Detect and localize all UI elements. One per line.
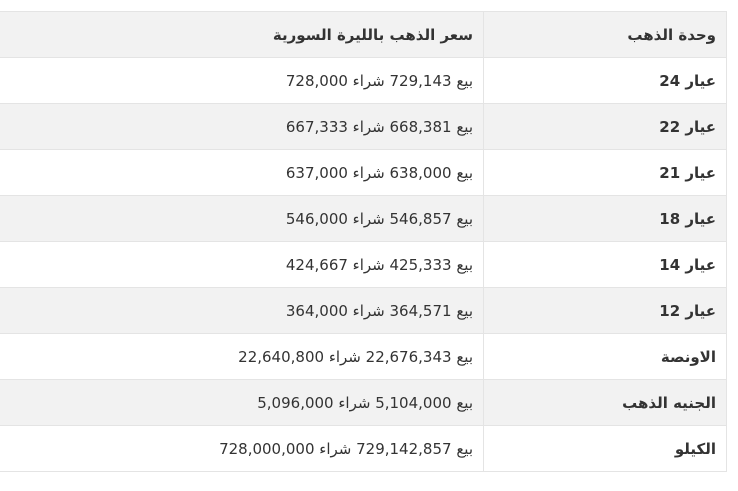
price-cell: بيع 668,381 شراء 667,333: [0, 103, 484, 150]
table-row: عيار 22 بيع 668,381 شراء 667,333: [0, 103, 727, 150]
price-cell: بيع 425,333 شراء 424,667: [0, 241, 484, 288]
gold-price-table: وحدة الذهب سعر الذهب بالليرة السورية عيا…: [0, 11, 727, 472]
table-row: عيار 14 بيع 425,333 شراء 424,667: [0, 241, 727, 288]
table-row: الاونصة بيع 22,676,343 شراء 22,640,800: [0, 333, 727, 380]
unit-cell: عيار 22: [483, 103, 727, 150]
header-cell: سعر الذهب بالليرة السورية: [0, 11, 484, 58]
price-cell: بيع 729,142,857 شراء 728,000,000: [0, 425, 484, 472]
table-row: عيار 21 بيع 638,000 شراء 637,000: [0, 149, 727, 196]
table-body: عيار 24 بيع 729,143 شراء 728,000 عيار 22 بي…: [0, 57, 727, 472]
price-cell: بيع 638,000 شراء 637,000: [0, 149, 484, 196]
unit-cell: الكيلو: [483, 425, 727, 472]
price-cell: بيع 546,857 شراء 546,000: [0, 195, 484, 242]
unit-cell: عيار 21: [483, 149, 727, 196]
header-cell: وحدة الذهب: [483, 11, 727, 58]
table-header: وحدة الذهب سعر الذهب بالليرة السورية: [0, 11, 727, 58]
table-row: الجنيه الذهب بيع 5,104,000 شراء 5,096,000: [0, 379, 727, 426]
unit-cell: عيار 24: [483, 57, 727, 104]
price-cell: بيع 729,143 شراء 728,000: [0, 57, 484, 104]
price-cell: بيع 5,104,000 شراء 5,096,000: [0, 379, 484, 426]
table-row: الكيلو بيع 729,142,857 شراء 728,000,000: [0, 425, 727, 472]
unit-cell: الجنيه الذهب: [483, 379, 727, 426]
price-cell: بيع 22,676,343 شراء 22,640,800: [0, 333, 484, 380]
table-row: عيار 24 بيع 729,143 شراء 728,000: [0, 57, 727, 104]
table-row: عيار 12 بيع 364,571 شراء 364,000: [0, 287, 727, 334]
unit-cell: عيار 12: [483, 287, 727, 334]
unit-cell: الاونصة: [483, 333, 727, 380]
table-row: عيار 18 بيع 546,857 شراء 546,000: [0, 195, 727, 242]
price-cell: بيع 364,571 شراء 364,000: [0, 287, 484, 334]
unit-cell: عيار 18: [483, 195, 727, 242]
unit-cell: عيار 14: [483, 241, 727, 288]
header-row: وحدة الذهب سعر الذهب بالليرة السورية: [0, 11, 727, 58]
